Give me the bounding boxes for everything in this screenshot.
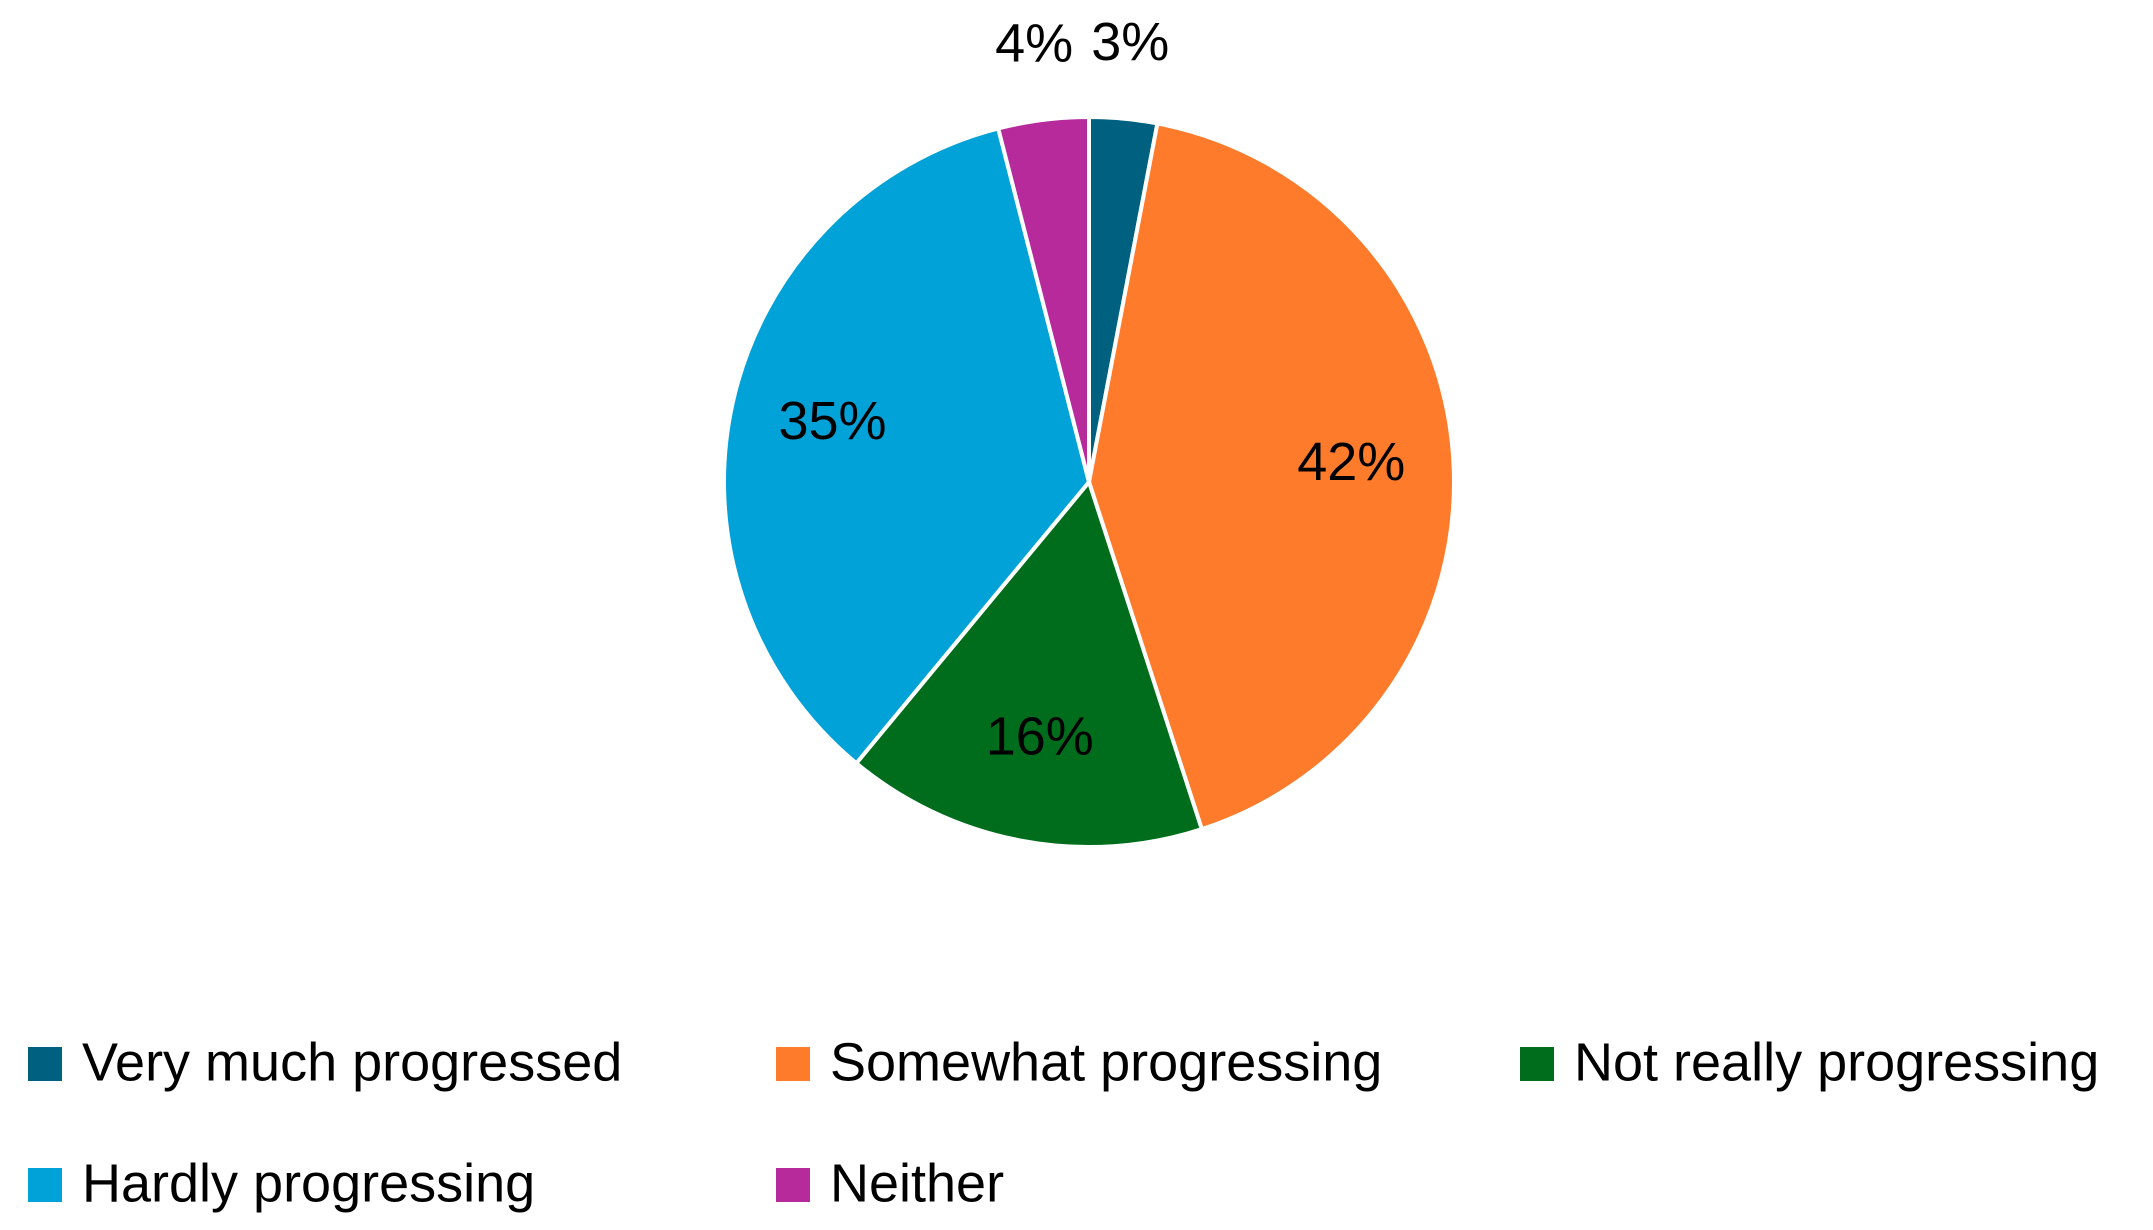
data-label: 4% (995, 14, 1073, 74)
legend-swatch (28, 1047, 62, 1081)
legend-swatch (28, 1168, 62, 1202)
pie-slice (995, 114, 1091, 483)
legend-label: Not really progressing (1574, 1032, 2099, 1092)
data-label: 16% (986, 706, 1094, 766)
data-label: 35% (778, 391, 886, 451)
legend-swatch (1520, 1047, 1554, 1081)
pie-slice (722, 126, 1092, 767)
legend-swatch (776, 1168, 810, 1202)
legend-label: Somewhat progressing (830, 1032, 1382, 1092)
data-label: 3% (1091, 12, 1169, 72)
pie-slice (853, 477, 1205, 849)
pie-slice (1086, 121, 1456, 832)
legend-swatch (776, 1047, 810, 1081)
data-label: 42% (1297, 432, 1405, 492)
legend-label: Neither (830, 1153, 1004, 1213)
legend-label: Hardly progressing (82, 1153, 535, 1213)
legend-label: Very much progressed (82, 1032, 622, 1092)
